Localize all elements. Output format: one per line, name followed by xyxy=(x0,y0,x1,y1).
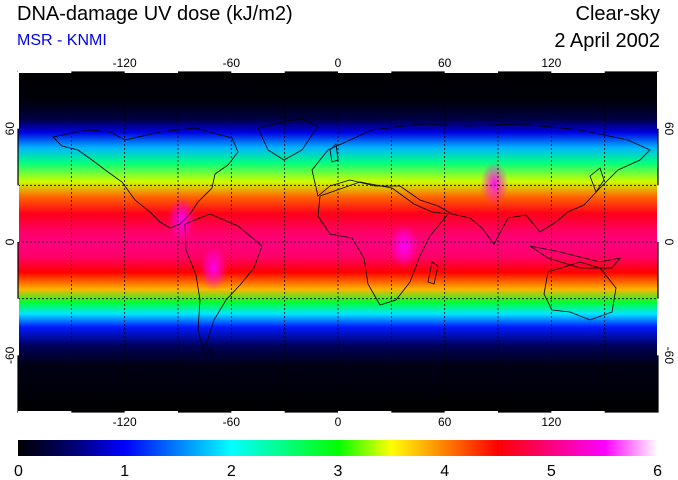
colorbar-ramp xyxy=(18,440,658,456)
lon-tick-label-bottom: 60 xyxy=(438,415,452,429)
lat-tick-label-right: 0 xyxy=(662,239,676,246)
latitude-labels-right: -60 0 60 xyxy=(662,122,676,364)
greenland-coast xyxy=(257,117,319,161)
australia-coast xyxy=(543,261,617,321)
hotspot-andes xyxy=(199,246,228,291)
lon-tick-label-top: 120 xyxy=(541,56,561,70)
longitude-labels-bottom: -120 -60 0 60 120 xyxy=(113,415,562,429)
colorbar: 0 1 2 3 4 5 6 xyxy=(14,440,662,480)
colorbar-tick-label: 6 xyxy=(653,463,662,480)
lon-tick-label-bottom: -120 xyxy=(113,415,137,429)
hotspot-east-africa xyxy=(389,223,418,268)
lat-tick-label-right: 60 xyxy=(662,122,676,136)
date-label: 2 April 2002 xyxy=(554,30,660,52)
lon-tick-label-top: -120 xyxy=(113,56,137,70)
lon-tick-label-bottom: -60 xyxy=(223,415,241,429)
madagascar-coast xyxy=(427,261,439,285)
eurasia-coast xyxy=(311,123,651,245)
japan-coast xyxy=(589,167,605,193)
antarctica-coast xyxy=(19,392,657,401)
data-source-label: MSR - KNMI xyxy=(17,32,107,49)
map-area: -120 -60 0 60 120 -120 -60 0 60 120 -60 0 60 -60 0 6… xyxy=(3,56,676,429)
south-america-coast xyxy=(184,213,263,356)
colorbar-tick-label: 0 xyxy=(14,463,23,480)
africa-coast xyxy=(317,181,449,306)
lat-tick-label-left: 60 xyxy=(3,122,17,136)
lon-tick-label-top: 60 xyxy=(438,56,452,70)
indonesia-coast xyxy=(529,245,621,269)
lat-tick-label-right: -60 xyxy=(662,347,676,365)
colorbar-tick-labels: 0 1 2 3 4 5 6 xyxy=(14,463,662,480)
colorbar-tick-label: 5 xyxy=(547,463,556,480)
lon-tick-label-bottom: 0 xyxy=(335,415,342,429)
sky-condition-label: Clear-sky xyxy=(575,3,660,25)
frame-ticks xyxy=(17,71,659,413)
page-title: DNA-damage UV dose (kJ/m2) xyxy=(17,3,293,25)
lat-tick-label-left: -60 xyxy=(3,346,17,364)
colorbar-tick-label: 1 xyxy=(120,463,129,480)
coastlines xyxy=(19,117,657,401)
hotspot-central-america xyxy=(167,197,196,242)
gridlines xyxy=(18,72,658,412)
colorbar-tick-label: 3 xyxy=(334,463,343,480)
latitude-labels-left: -60 0 60 xyxy=(3,122,17,364)
north-america-coast xyxy=(52,127,239,229)
lon-tick-label-top: -60 xyxy=(223,56,241,70)
colorbar-tick-label: 2 xyxy=(227,463,236,480)
hotspot-tibet xyxy=(480,161,509,206)
longitude-labels-top: -120 -60 0 60 120 xyxy=(113,56,562,70)
lon-tick-label-top: 0 xyxy=(335,56,342,70)
lat-tick-label-left: 0 xyxy=(3,238,17,245)
lon-tick-label-bottom: 120 xyxy=(541,415,561,429)
colorbar-tick-label: 4 xyxy=(440,463,449,480)
